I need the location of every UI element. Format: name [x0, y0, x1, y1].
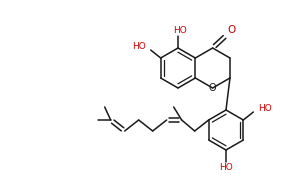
Text: HO: HO	[132, 41, 145, 51]
Text: HO: HO	[258, 103, 272, 113]
Text: O: O	[227, 25, 236, 35]
Text: HO: HO	[173, 25, 187, 34]
Text: HO: HO	[219, 163, 233, 172]
Text: O: O	[209, 83, 217, 93]
